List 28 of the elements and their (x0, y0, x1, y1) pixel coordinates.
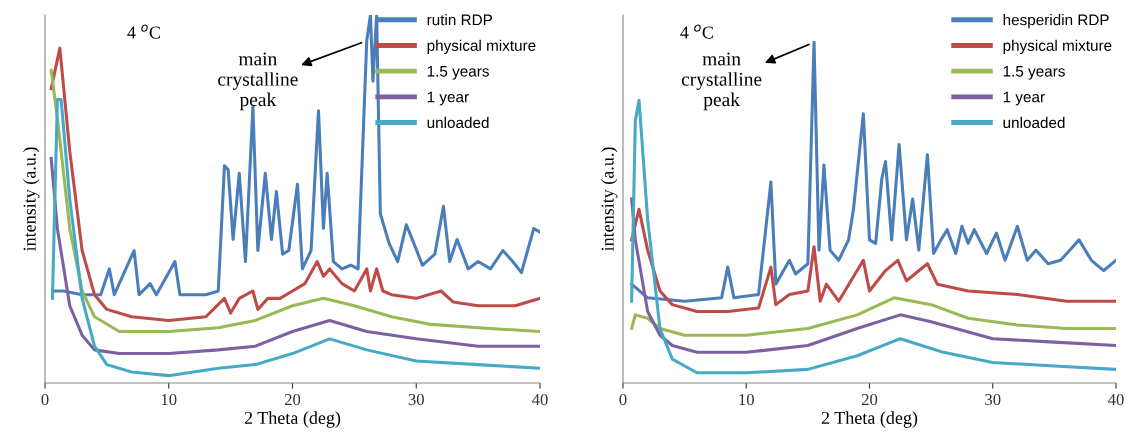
x-tick-label: 40 (1107, 393, 1124, 406)
legend-label: unloaded (1003, 116, 1065, 129)
x-axis-title: 2 Theta (deg) (244, 411, 341, 428)
legend-label: 1.5 years (427, 65, 489, 80)
y-axis-title: intensity (a.u.) (601, 147, 618, 252)
x-tick-label: 0 (619, 393, 627, 406)
legend-label: unloaded (427, 116, 489, 129)
legend-label: physical mixture (427, 39, 536, 54)
x-tick-label: 40 (531, 393, 548, 406)
x-tick-label: 10 (739, 393, 754, 406)
legend-label: 1 year (1003, 91, 1045, 106)
legend-label: 1.5 years (1003, 65, 1065, 80)
annotation: main crystalline peak (218, 52, 298, 111)
x-tick-label: 20 (284, 393, 301, 406)
x-tick-label: 30 (408, 393, 424, 406)
x-axis-title: 2 Theta (deg) (821, 411, 918, 428)
legend-label: physical mixture (1003, 39, 1112, 54)
annotation: 4 $^{o}$C (127, 24, 160, 39)
x-tick-label: 10 (161, 393, 177, 406)
x-tick-label: 30 (985, 393, 1001, 406)
annotation: main crystalline peak (681, 52, 762, 111)
x-tick-label: 0 (41, 393, 49, 406)
legend-label: rutin RDP (427, 14, 493, 26)
x-tick-label: 20 (861, 393, 878, 406)
legend-label: 1 year (427, 91, 469, 106)
text: 4 $^{o}$C (680, 24, 713, 39)
y-axis-title: intensity (a.u.) (23, 147, 40, 252)
legend-label: hesperidin RDP (1003, 14, 1109, 29)
